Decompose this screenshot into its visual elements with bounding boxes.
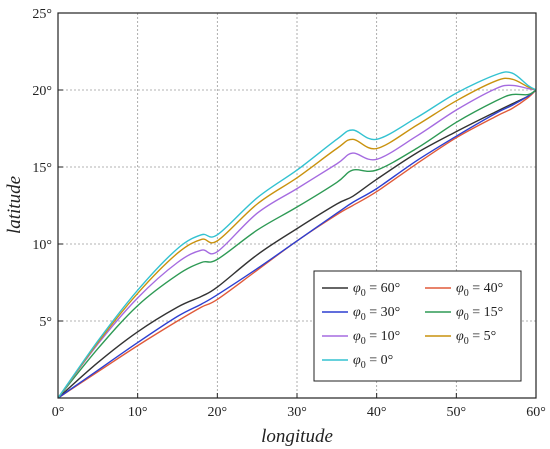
x-axis-title: longitude: [261, 426, 333, 447]
legend-label: φ0 = 10°: [353, 329, 400, 347]
legend-label: φ0 = 30°: [353, 305, 400, 323]
x-tick-label: 20°: [208, 405, 228, 420]
y-tick-label: 15°: [32, 161, 52, 176]
series-line-1: [57, 89, 537, 399]
y-tick-label: 20°: [32, 84, 52, 99]
series-line-2: [57, 89, 537, 399]
series-line-5: [57, 77, 537, 399]
x-tick-label: 40°: [367, 405, 387, 420]
legend-label: φ0 = 60°: [353, 281, 400, 299]
legend: φ0 = 60° φ0 = 40° φ0 = 30° φ0 = 15° φ0 = 10°…: [313, 270, 522, 382]
series-line-0: [57, 89, 537, 399]
series-line-3: [57, 89, 537, 399]
legend-label: φ0 = 15°: [456, 305, 503, 323]
legend-label: φ0 = 40°: [456, 281, 503, 299]
x-tick-label: 0°: [52, 405, 65, 420]
x-tick-label: 50°: [447, 405, 467, 420]
x-tick-label: 60°: [526, 405, 546, 420]
series-layer: [57, 71, 537, 399]
x-tick-label: 10°: [128, 405, 148, 420]
series-line-4: [57, 84, 537, 399]
y-tick-label: 10°: [32, 238, 52, 253]
legend-label: φ0 = 0°: [353, 353, 393, 371]
ticks: 0° 10° 20° 30° 40° 50° 60° 5° 10° 15° 20° 25°: [32, 7, 545, 420]
y-tick-label: 25°: [32, 7, 52, 22]
y-axis-title: latitude: [4, 176, 25, 234]
x-tick-label: 30°: [287, 405, 307, 420]
legend-label: φ0 = 5°: [456, 329, 496, 347]
legend-box: [313, 270, 522, 382]
y-tick-label: 5°: [39, 315, 52, 330]
series-line-6: [57, 71, 537, 399]
